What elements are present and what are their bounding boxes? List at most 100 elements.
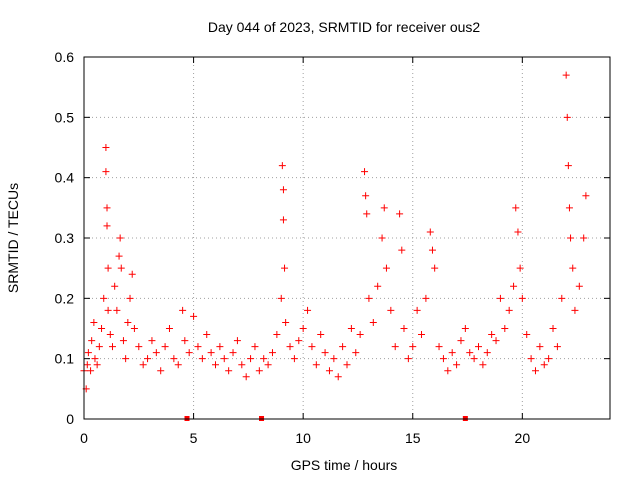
data-point	[418, 331, 426, 339]
data-point	[93, 361, 101, 369]
data-point	[144, 355, 152, 363]
data-point	[512, 204, 520, 212]
data-point	[282, 318, 290, 326]
x-tick-label: 15	[405, 430, 421, 446]
data-point	[453, 361, 461, 369]
data-point	[496, 294, 504, 302]
data-point	[185, 349, 193, 357]
data-point	[90, 318, 98, 326]
x-tick-label: 5	[190, 430, 198, 446]
data-point	[374, 282, 382, 290]
plot-frame	[83, 56, 611, 420]
data-point	[396, 210, 404, 218]
data-point	[148, 337, 156, 345]
data-point	[448, 349, 456, 357]
data-point	[279, 216, 287, 224]
y-tick-label: 0.5	[55, 109, 75, 125]
data-point	[387, 306, 395, 314]
data-point	[457, 337, 465, 345]
data-point	[409, 343, 417, 351]
data-point	[277, 294, 285, 302]
data-point	[339, 343, 347, 351]
data-point	[279, 186, 287, 194]
data-point	[321, 349, 329, 357]
data-point	[295, 337, 303, 345]
data-point	[505, 306, 513, 314]
data-point	[483, 349, 491, 357]
data-point	[523, 331, 531, 339]
data-point	[516, 264, 524, 272]
data-point	[179, 306, 187, 314]
y-tick-label: 0.3	[55, 230, 75, 246]
data-point	[369, 318, 377, 326]
y-tick-label: 0	[66, 411, 74, 427]
data-point	[212, 361, 219, 369]
data-point	[117, 264, 125, 272]
data-point	[106, 331, 114, 339]
data-point	[220, 355, 228, 363]
data-point	[514, 228, 522, 236]
data-point	[170, 355, 178, 363]
data-point	[119, 337, 127, 345]
y-tick-label: 0.4	[55, 170, 75, 186]
data-point	[124, 318, 132, 326]
data-point	[343, 361, 351, 369]
data-point	[536, 343, 544, 351]
data-point	[400, 325, 408, 332]
data-point	[116, 234, 124, 242]
data-point	[139, 361, 147, 369]
data-point	[84, 349, 92, 357]
data-point	[87, 367, 95, 375]
data-point	[444, 367, 452, 375]
data-point	[312, 361, 320, 369]
data-point	[334, 373, 342, 381]
data-point	[413, 306, 421, 314]
data-point	[88, 337, 96, 345]
data-point	[108, 343, 116, 351]
data-point	[251, 343, 259, 351]
data-point	[104, 306, 112, 314]
x-tick-label: 20	[515, 430, 531, 446]
data-point	[553, 343, 561, 351]
data-point	[100, 294, 108, 302]
data-point	[325, 367, 333, 375]
data-point	[380, 204, 388, 212]
data-point	[501, 325, 509, 332]
data-point	[233, 337, 241, 345]
data-point	[461, 325, 469, 332]
data-point	[356, 331, 364, 339]
data-point	[174, 361, 182, 369]
data-point	[103, 204, 111, 212]
data-point	[152, 349, 160, 357]
data-point	[190, 312, 198, 320]
data-point	[563, 113, 571, 121]
data-point	[426, 228, 434, 236]
data-point	[247, 355, 255, 363]
grid	[84, 57, 610, 419]
data-point	[181, 337, 189, 345]
data-point	[207, 349, 215, 357]
data-point	[91, 355, 99, 363]
data-point	[95, 343, 103, 351]
data-point	[122, 355, 130, 363]
data-point	[281, 264, 289, 272]
data-point	[330, 355, 338, 363]
data-point	[361, 168, 369, 176]
data-point	[564, 162, 572, 170]
data-point	[130, 325, 138, 332]
data-point	[428, 246, 436, 254]
data-point	[531, 367, 539, 375]
data-point	[479, 361, 487, 369]
data-point	[304, 306, 312, 314]
data-point	[308, 343, 316, 351]
data-point	[510, 282, 518, 290]
data-point	[264, 361, 272, 369]
data-point	[273, 331, 281, 339]
data-point	[488, 331, 496, 339]
data-point	[562, 71, 570, 79]
data-point	[278, 162, 286, 170]
data-point	[404, 355, 412, 363]
data-point	[431, 264, 439, 272]
y-axis-label: SRMTID / TECUs	[5, 183, 21, 293]
